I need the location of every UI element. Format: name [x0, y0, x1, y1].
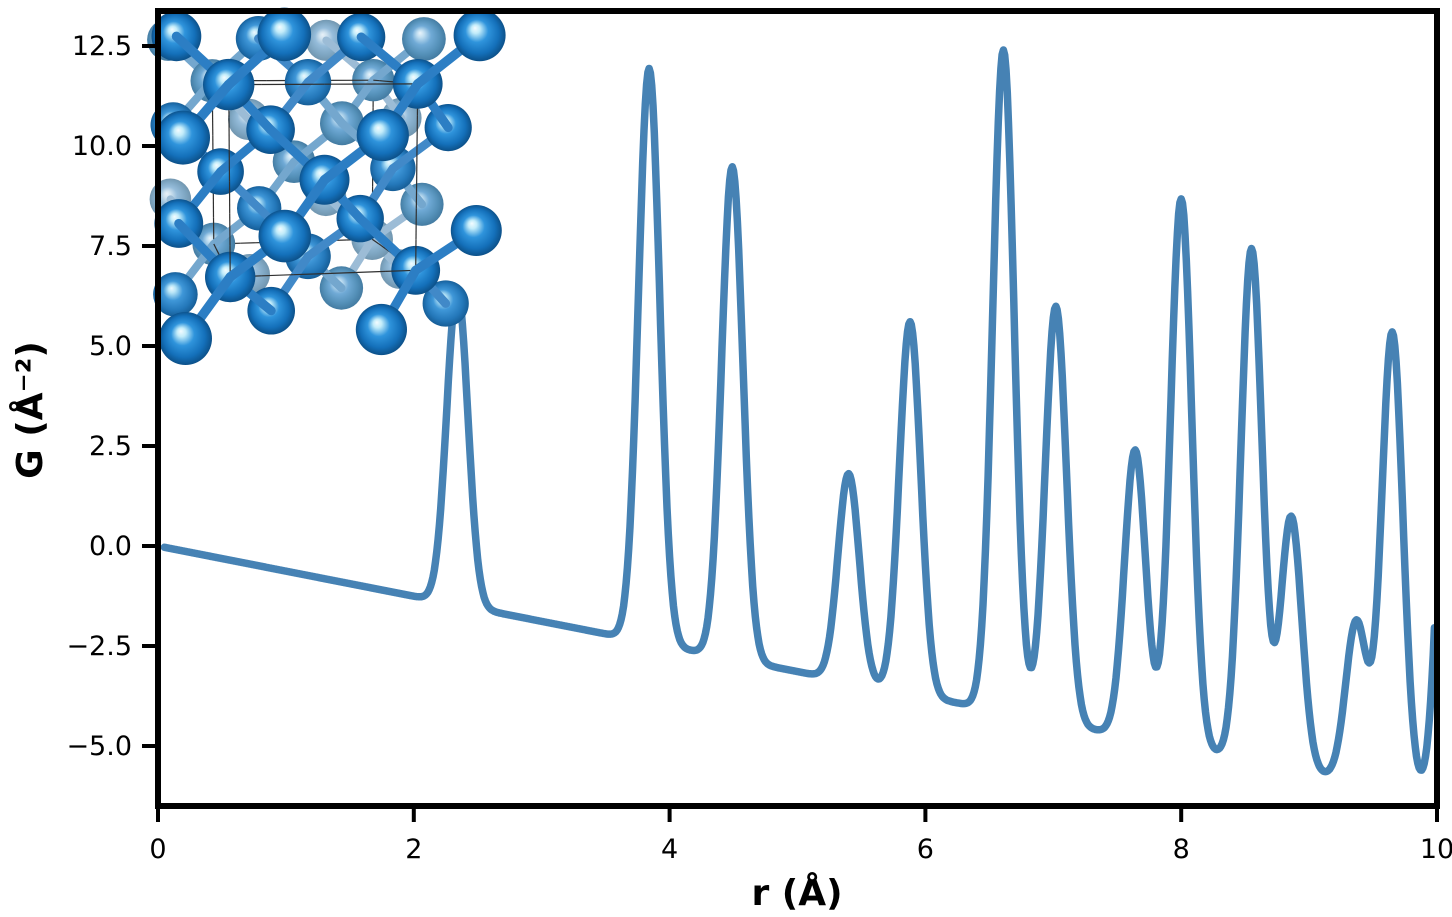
y-tick-label: −5.0 [66, 731, 132, 762]
y-axis-label: G (Å⁻²) [9, 341, 51, 479]
unit-cell-edge [324, 271, 356, 275]
x-axis-label: r (Å) [751, 872, 842, 914]
atom-sphere [159, 312, 212, 365]
y-tick-label: 0.0 [89, 531, 132, 562]
crystal-structure-inset [147, 7, 506, 365]
y-tick-label: 7.5 [89, 231, 132, 262]
x-tick-label: 2 [405, 834, 422, 865]
pdf-curve [160, 46, 1439, 776]
unit-cell-edge [378, 243, 386, 249]
unit-cell-edge [386, 80, 394, 83]
atom-sphere [257, 7, 312, 62]
x-tick-label: 0 [149, 834, 166, 865]
x-tick-label: 6 [917, 834, 934, 865]
atom-sphere [156, 110, 210, 165]
y-tick-label: 10.0 [72, 131, 132, 162]
atom-sphere [450, 205, 502, 256]
unit-cell-edge [215, 248, 220, 255]
unit-cell-edge [261, 274, 294, 277]
y-tick-label: −2.5 [66, 631, 132, 662]
atom-sphere [402, 17, 446, 61]
plot-border [155, 8, 1440, 809]
unit-cell-edge [293, 273, 325, 276]
y-tick-label: 12.5 [72, 31, 132, 62]
atom-sphere [453, 9, 506, 62]
axes-layer: 0 2 4 6 8 10 12.5 10.0 7.5 5.0 2.5 0.0 −2.5 −5.0 [66, 8, 1452, 865]
pdf-curve-layer [160, 46, 1439, 776]
atom-sphere [355, 303, 407, 356]
atom-sphere [153, 272, 198, 317]
atom-sphere [258, 209, 312, 263]
x-tick-label: 8 [1173, 834, 1190, 865]
y-tick-label: 5.0 [89, 331, 132, 362]
atom-sphere [356, 108, 409, 162]
unit-cell-edge [379, 80, 387, 82]
y-tick-label: 2.5 [89, 431, 132, 462]
x-tick-label: 10 [1420, 834, 1452, 865]
unit-cell-edge [373, 79, 380, 82]
unit-cell-edge [213, 243, 217, 250]
x-tick-label: 4 [661, 834, 678, 865]
unit-cell-edge [355, 270, 386, 274]
unit-cell-edge [371, 238, 379, 245]
